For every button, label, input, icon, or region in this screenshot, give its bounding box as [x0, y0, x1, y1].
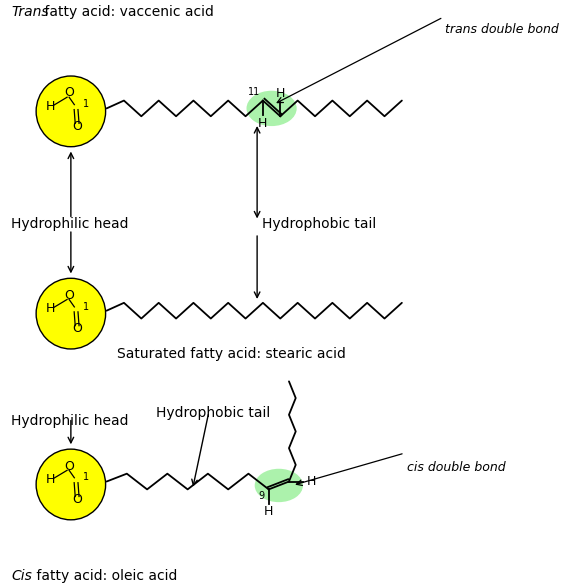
- Text: Hydrophobic tail: Hydrophobic tail: [262, 217, 376, 231]
- Text: H: H: [264, 506, 273, 519]
- Text: Cis: Cis: [11, 569, 32, 583]
- Text: trans double bond: trans double bond: [445, 23, 559, 36]
- Text: O: O: [64, 289, 74, 302]
- Text: fatty acid: oleic acid: fatty acid: oleic acid: [32, 569, 178, 583]
- Text: O: O: [72, 322, 82, 335]
- Text: H: H: [258, 117, 267, 130]
- Text: O: O: [72, 493, 82, 506]
- Text: H: H: [46, 302, 55, 315]
- Text: 11: 11: [248, 87, 260, 97]
- Text: O: O: [64, 87, 74, 100]
- Text: fatty acid: vaccenic acid: fatty acid: vaccenic acid: [40, 5, 214, 19]
- Text: 1: 1: [83, 99, 89, 110]
- Circle shape: [36, 76, 106, 146]
- Text: 1: 1: [83, 472, 89, 482]
- Text: H: H: [276, 87, 285, 100]
- Text: Trans: Trans: [11, 5, 48, 19]
- Text: Hydrophobic tail: Hydrophobic tail: [156, 406, 270, 420]
- Text: Hydrophilic head: Hydrophilic head: [11, 217, 128, 231]
- Text: H: H: [46, 100, 55, 113]
- Text: 1: 1: [83, 302, 89, 312]
- Text: cis double bond: cis double bond: [406, 461, 505, 474]
- Text: H: H: [46, 473, 55, 486]
- Text: O: O: [64, 459, 74, 472]
- Circle shape: [36, 449, 106, 520]
- Text: H: H: [307, 475, 316, 488]
- Ellipse shape: [255, 469, 303, 502]
- Text: Saturated fatty acid: stearic acid: Saturated fatty acid: stearic acid: [117, 347, 346, 361]
- Text: O: O: [72, 120, 82, 132]
- Text: Hydrophilic head: Hydrophilic head: [11, 414, 128, 428]
- Text: 9: 9: [259, 491, 265, 502]
- Ellipse shape: [246, 91, 297, 126]
- Circle shape: [36, 278, 106, 349]
